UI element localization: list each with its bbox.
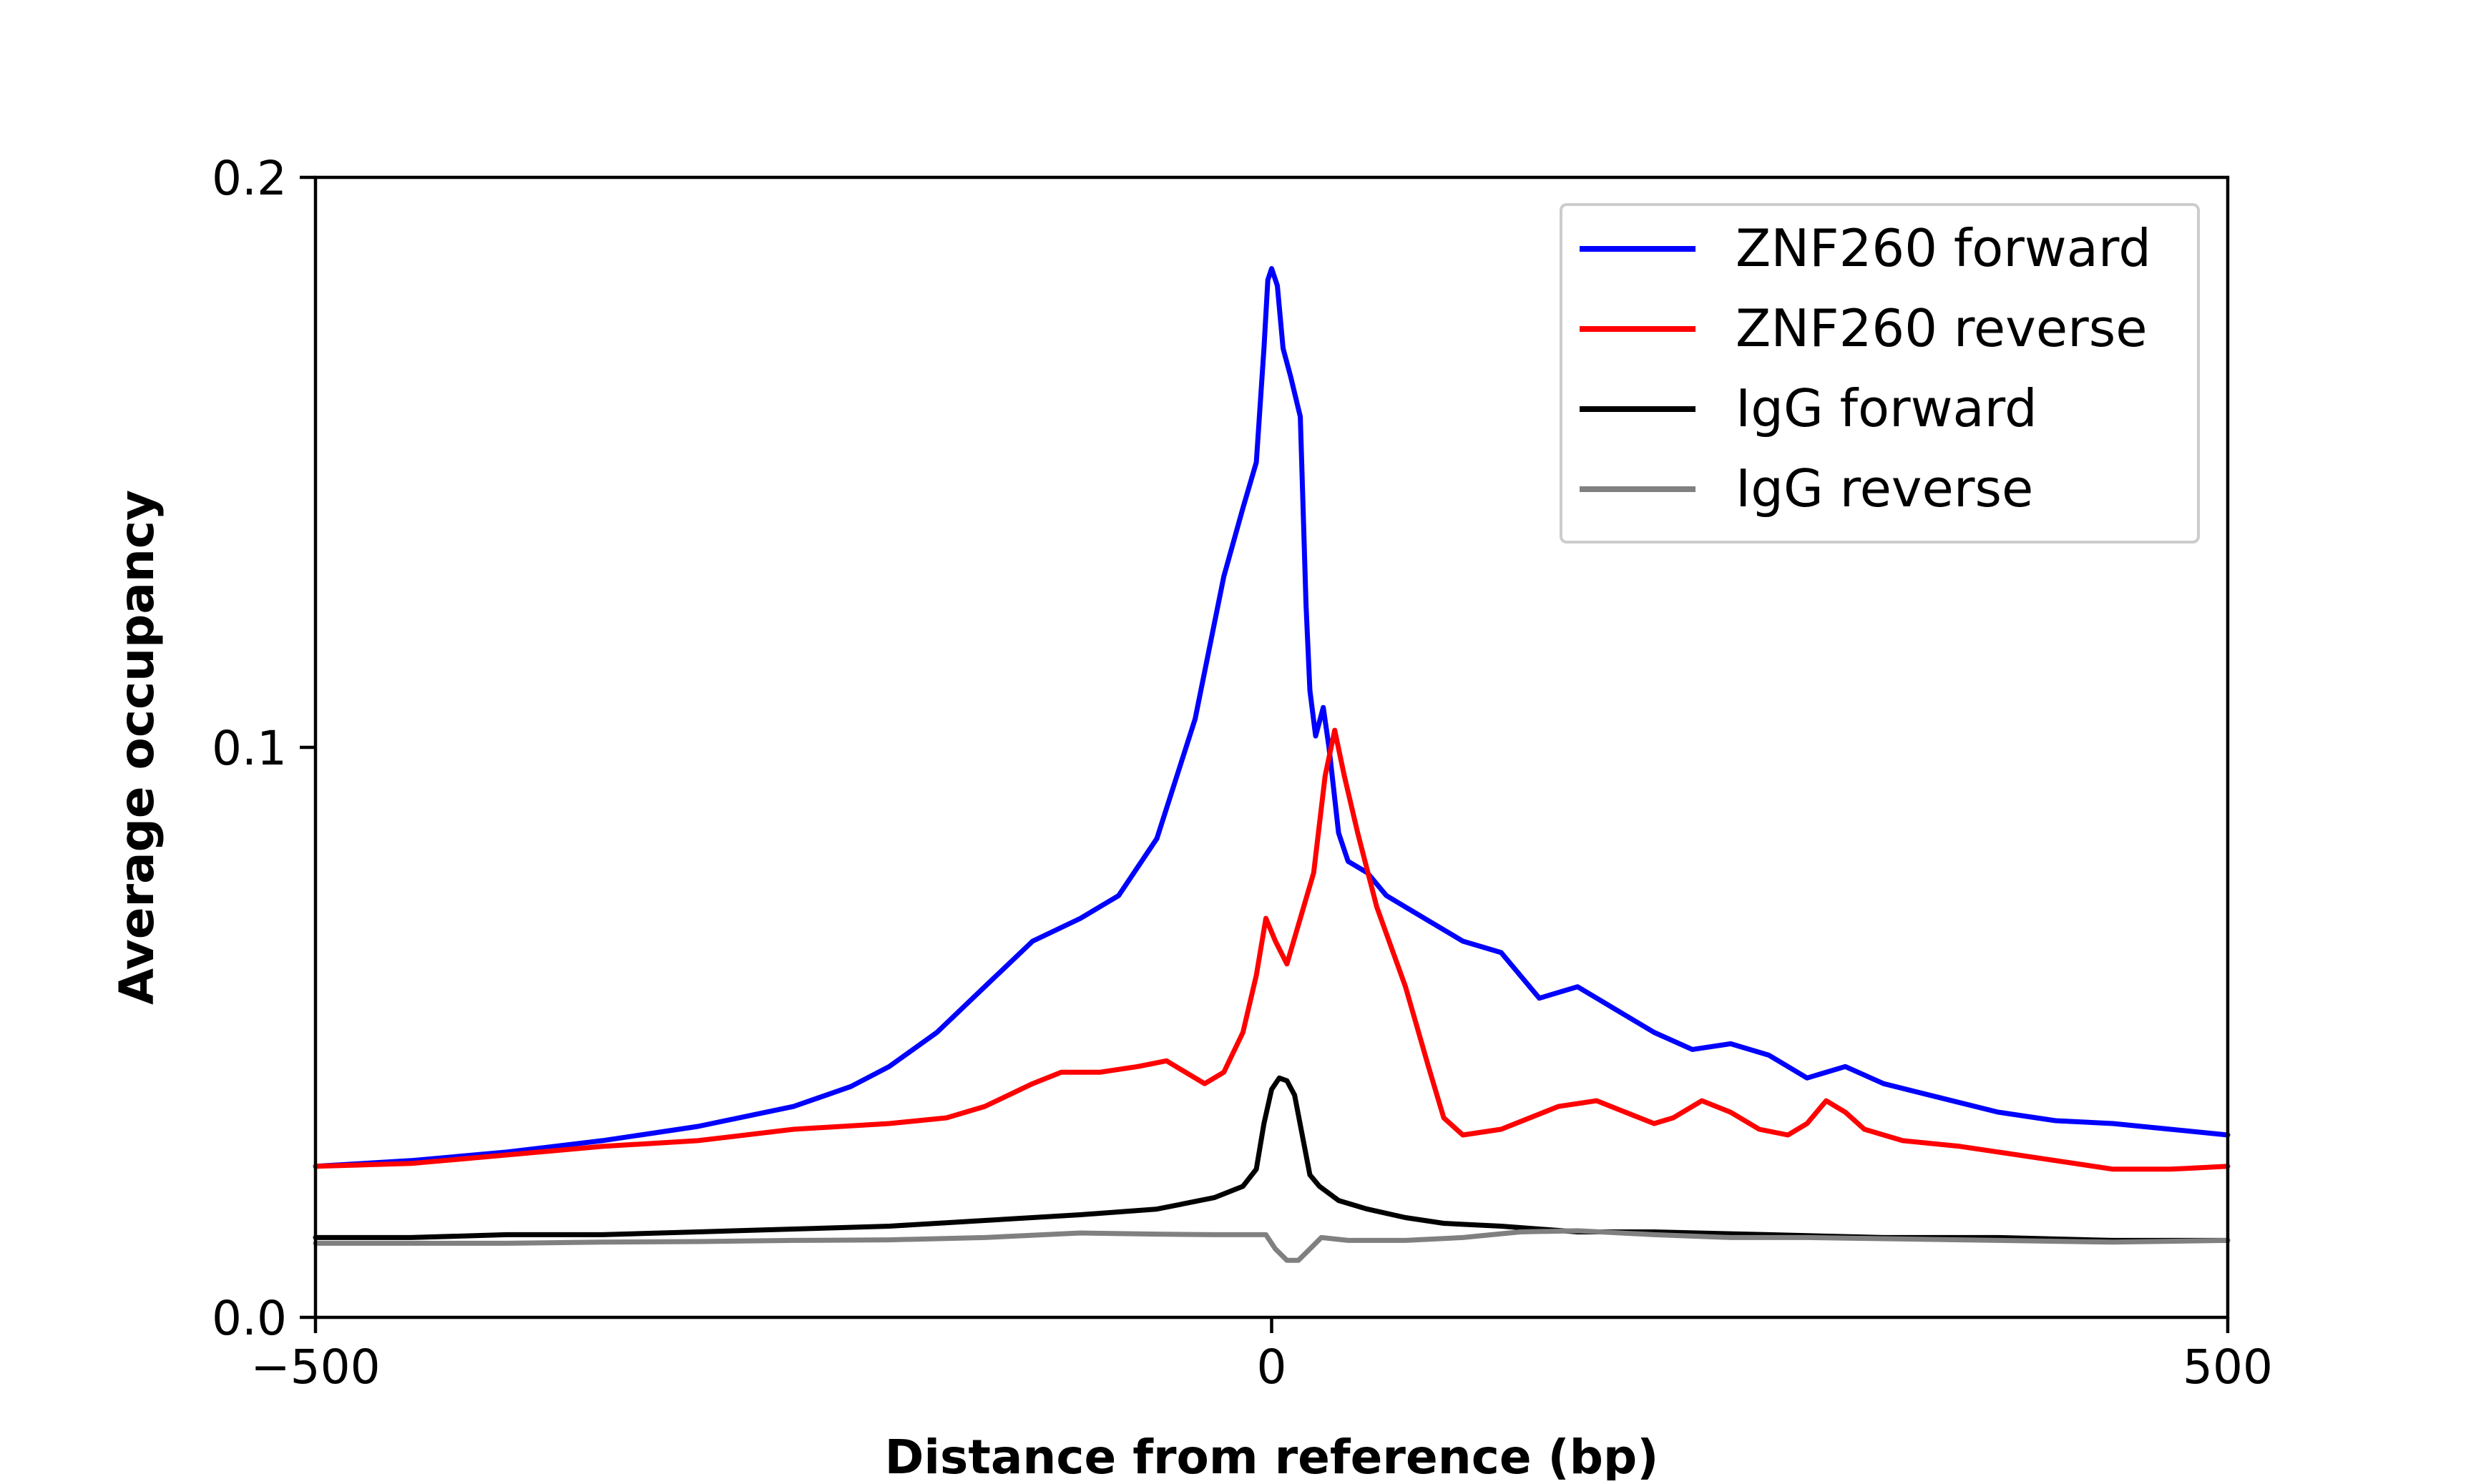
- series-line-2: [313, 727, 2231, 1172]
- y-tick-label: 0.2: [212, 151, 287, 206]
- series-line-1: [313, 266, 2231, 1169]
- series-line-4: [313, 1228, 2231, 1263]
- x-tick-label: 500: [2183, 1340, 2273, 1395]
- legend-label-3: IgG forward: [1736, 378, 2037, 438]
- legend: ZNF260 forward ZNF260 reverse IgG forward I…: [1560, 203, 2200, 544]
- series-layer: [313, 266, 2231, 1263]
- legend-box: [1560, 203, 2200, 544]
- y-axis-title: Average occupancy: [109, 490, 165, 1005]
- y-tick-label: 0.1: [212, 721, 287, 776]
- legend-label-1: ZNF260 forward: [1736, 218, 2151, 278]
- legend-items: ZNF260 forward ZNF260 reverse IgG forward I…: [1580, 218, 2151, 519]
- x-tick-label: −500: [250, 1340, 380, 1395]
- y-tick-label: 0.0: [212, 1291, 287, 1346]
- legend-label-2: ZNF260 reverse: [1736, 298, 2148, 358]
- legend-label-4: IgG reverse: [1736, 458, 2033, 519]
- axis-ticks: −500 0 500 0.0 0.1 0.2: [212, 151, 2273, 1395]
- x-axis-title: Distance from reference (bp): [885, 1430, 1659, 1480]
- x-tick-label: 0: [1257, 1340, 1287, 1395]
